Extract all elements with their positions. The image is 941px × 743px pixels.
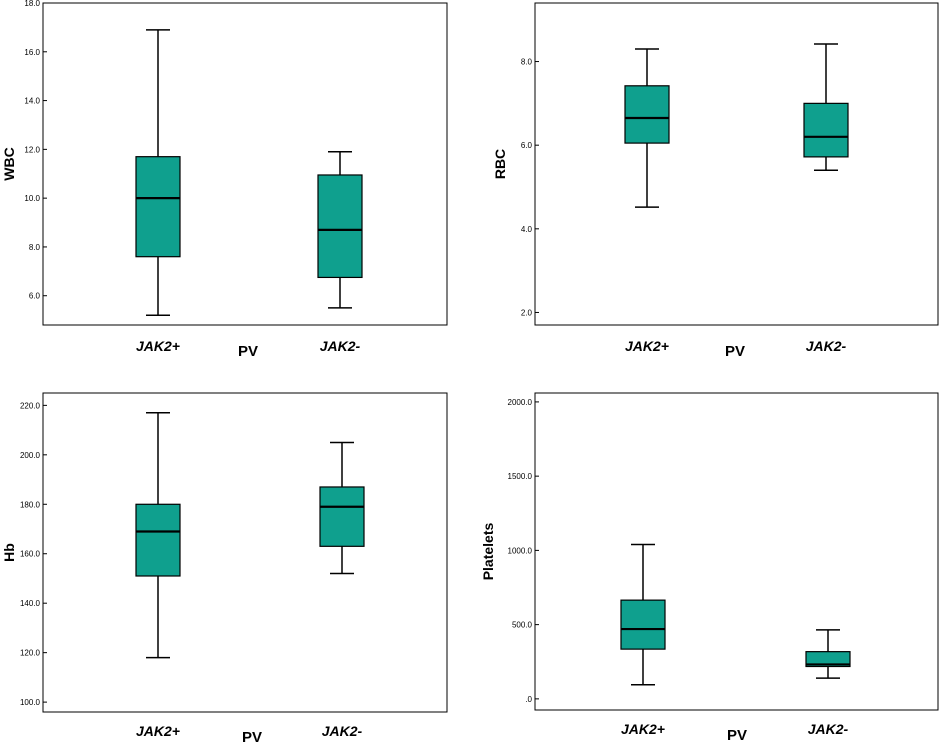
x-category-label: JAK2+: [136, 723, 180, 739]
box-JAK2-: [317, 151, 363, 309]
y-axis-title: Hb: [1, 543, 17, 562]
x-axis-title: PV: [242, 729, 262, 743]
x-category-label: JAK2+: [136, 338, 180, 354]
y-tick-label: 8.0: [521, 58, 533, 67]
x-axis-title: PV: [725, 343, 745, 360]
iqr-box: [135, 156, 181, 258]
chart-panel-platelets: .0 500.0 1000.0 1500.0 2000.0 Platelets JAK2+ J…: [480, 392, 939, 743]
iqr-box: [620, 599, 666, 650]
chart-panel-hb: 100.0 120.0 140.0 160.0 180.0 200.0 220.0 Hb JAK…: [1, 392, 448, 743]
y-tick-label: 10.0: [24, 194, 40, 203]
y-tick-label: .0: [525, 695, 532, 704]
iqr-box: [803, 102, 849, 158]
chart-panel-wbc: 6.0 8.0 10.0 12.0 14.0 16.0 18.0 WBC JAK2+ JAK2- P…: [1, 0, 448, 360]
plot-frame: [42, 392, 448, 713]
y-tick-label: 2000.0: [508, 398, 533, 407]
x-axis-title: PV: [238, 343, 258, 360]
y-tick-label: 100.0: [20, 698, 41, 707]
y-tick-label: 6.0: [29, 292, 41, 301]
x-category-label: JAK2-: [808, 721, 849, 737]
plot-frame: [534, 392, 939, 711]
x-category-label: JAK2+: [625, 338, 669, 354]
y-tick-label: 18.0: [24, 0, 40, 8]
iqr-box: [317, 174, 363, 279]
y-tick-label: 6.0: [521, 141, 533, 150]
y-tick-label: 180.0: [20, 500, 41, 509]
plot-frame: [534, 2, 939, 326]
y-tick-label: 1000.0: [508, 546, 533, 555]
y-tick-label: 16.0: [24, 48, 40, 57]
y-tick-label: 200.0: [20, 451, 41, 460]
y-tick-label: 500.0: [512, 621, 533, 630]
y-tick-label: 14.0: [24, 97, 40, 106]
y-axis-title: RBC: [492, 149, 508, 179]
box-JAK2+: [135, 29, 181, 316]
y-tick-label: 1500.0: [508, 472, 533, 481]
iqr-box: [624, 85, 670, 144]
y-tick-label: 120.0: [20, 649, 41, 658]
y-tick-label: 140.0: [20, 599, 41, 608]
y-tick-label: 160.0: [20, 550, 41, 559]
y-tick-label: 8.0: [29, 243, 41, 252]
iqr-box: [319, 486, 365, 547]
y-tick-label: 4.0: [521, 225, 533, 234]
x-category-label: JAK2+: [621, 721, 665, 737]
box-JAK2+: [620, 543, 666, 686]
chart-panel-rbc: 2.0 4.0 6.0 8.0 RBC JAK2+ JAK2- PV: [492, 2, 939, 360]
box-JAK2-: [805, 629, 851, 679]
box-JAK2-: [803, 43, 849, 172]
y-axis-title: WBC: [1, 147, 17, 180]
y-tick-label: 2.0: [521, 308, 533, 317]
x-category-label: JAK2-: [322, 723, 363, 739]
y-axis-title: Platelets: [480, 522, 496, 580]
x-axis-title: PV: [727, 727, 747, 743]
iqr-box: [135, 503, 181, 577]
iqr-box: [805, 651, 851, 668]
box-JAK2+: [624, 48, 670, 208]
box-JAK2+: [135, 412, 181, 659]
plot-frame: [42, 2, 448, 326]
box-JAK2-: [319, 441, 365, 575]
x-category-label: JAK2-: [320, 338, 361, 354]
y-tick-label: 220.0: [20, 401, 41, 410]
y-tick-label: 12.0: [24, 145, 40, 154]
x-category-label: JAK2-: [806, 338, 847, 354]
